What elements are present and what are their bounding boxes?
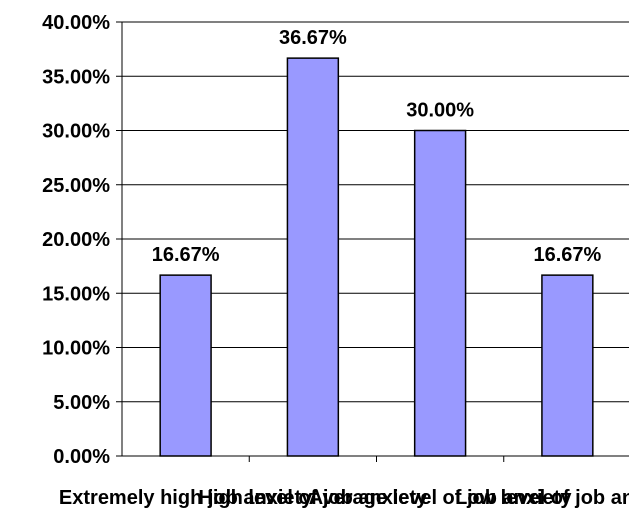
- y-tick-label: 0.00%: [53, 446, 110, 468]
- bar: [542, 275, 593, 456]
- data-label: 30.00%: [406, 100, 474, 122]
- data-label: 36.67%: [279, 27, 347, 49]
- data-label: 16.67%: [533, 244, 601, 266]
- bar: [160, 275, 211, 456]
- bar: [287, 58, 338, 456]
- y-tick-label: 5.00%: [53, 392, 110, 414]
- y-tick-label: 40.00%: [42, 12, 110, 34]
- y-tick-label: 10.00%: [42, 338, 110, 360]
- y-tick-label: 30.00%: [42, 121, 110, 143]
- y-tick-label: 15.00%: [42, 283, 110, 305]
- y-tick-label: 20.00%: [42, 229, 110, 251]
- y-tick-label: 25.00%: [42, 175, 110, 197]
- y-tick-labels: 0.00% 5.00% 10.00% 15.00% 20.00% 25.00% 30.00%…: [42, 12, 110, 468]
- bars: [160, 58, 593, 456]
- y-tick-label: 35.00%: [42, 66, 110, 88]
- data-label: 16.67%: [152, 244, 220, 266]
- data-labels: 16.67% 36.67% 30.00% 16.67%: [152, 27, 602, 266]
- bar: [415, 131, 466, 457]
- category-label: Low level of job anxiety: [455, 487, 629, 509]
